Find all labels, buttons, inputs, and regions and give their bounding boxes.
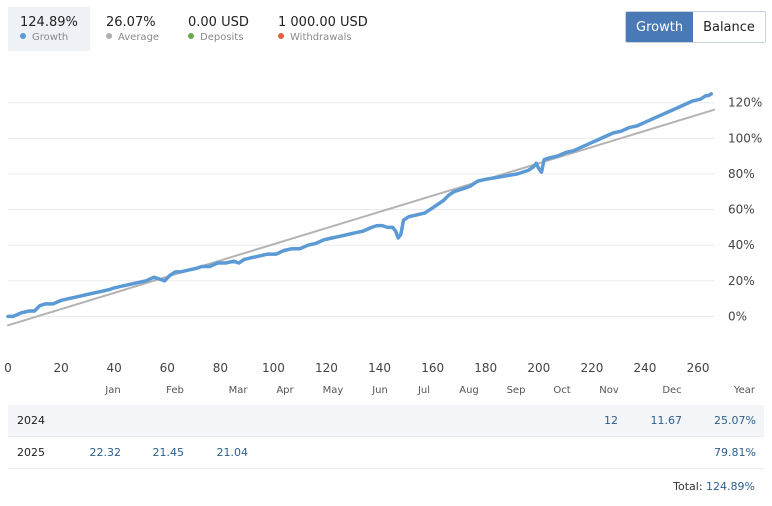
month-feb: Feb [166, 385, 184, 396]
x-tick-label: 240 [634, 361, 657, 375]
growth-dot-icon [20, 33, 26, 39]
x-tick-label: 40 [107, 361, 122, 375]
grand-total-label: Total: [673, 480, 703, 493]
stat-withdrawals[interactable]: 1 000.00 USD Withdrawals [266, 7, 380, 51]
cell-2025-jan: 22.32 [89, 446, 122, 459]
grand-total: Total: 124.89% [673, 480, 755, 493]
month-aug: Aug [459, 385, 479, 396]
stat-deposits-label: Deposits [200, 32, 244, 43]
withdrawals-dot-icon [278, 33, 284, 39]
month-sep: Sep [506, 385, 526, 396]
y-tick-label: 40% [728, 238, 755, 252]
month-apr: Apr [276, 385, 294, 396]
row-year: 2024 [17, 414, 45, 427]
table-row-2025: 2025 22.32 21.45 21.04 79.81% [8, 437, 764, 468]
cell-2024-dec: 11.67 [650, 414, 683, 427]
y-tick-label: 60% [728, 203, 755, 217]
month-year-total: Year [733, 385, 755, 396]
cell-2025-feb: 21.45 [152, 446, 185, 459]
growth-chart: 0% 20% 40% 60% 80% 100% 120% 0 20 40 60 80 100 120 140… [4, 92, 762, 375]
row-year-total: 79.81% [714, 446, 756, 459]
stat-deposits[interactable]: 0.00 USD Deposits [176, 7, 261, 51]
x-tick-label: 60 [160, 361, 175, 375]
stat-deposits-value: 0.00 USD [188, 15, 249, 30]
balance-button[interactable]: Balance [693, 12, 765, 42]
x-tick-label: 120 [315, 361, 338, 375]
growth-button[interactable]: Growth [626, 12, 694, 42]
y-tick-label: 80% [728, 167, 755, 181]
month-nov: Nov [599, 385, 619, 396]
month-jul: Jul [417, 385, 431, 396]
deposits-dot-icon [188, 33, 194, 39]
x-tick-label: 140 [368, 361, 391, 375]
stat-growth[interactable]: 124.89% Growth [8, 7, 90, 51]
row-year-total: 25.07% [714, 414, 756, 427]
month-dec: Dec [662, 385, 682, 396]
x-tick-label: 0 [4, 361, 12, 375]
cell-2025-mar: 21.04 [216, 446, 249, 459]
x-tick-label: 200 [527, 361, 550, 375]
month-may: May [322, 385, 344, 396]
y-tick-label: 20% [728, 274, 755, 288]
cell-2024-nov: 12 [604, 414, 618, 427]
average-dot-icon [106, 33, 112, 39]
x-tick-label: 220 [580, 361, 603, 375]
average-series-line [7, 108, 715, 327]
table-row-2024: 2024 12 11.67 25.07% [8, 405, 764, 436]
x-tick-label: 20 [53, 361, 68, 375]
row-divider [8, 436, 764, 437]
stat-withdrawals-value: 1 000.00 USD [278, 15, 368, 30]
stat-withdrawals-label: Withdrawals [290, 32, 352, 43]
row-divider [8, 468, 764, 469]
x-tick-label: 80 [213, 361, 228, 375]
month-mar: Mar [228, 385, 248, 396]
x-tick-label: 100 [262, 361, 285, 375]
stat-average-label: Average [118, 32, 160, 43]
view-toggle: Growth Balance [625, 11, 766, 43]
row-year: 2025 [17, 446, 45, 459]
stat-growth-value: 124.89% [20, 15, 78, 30]
y-tick-label: 120% [728, 96, 762, 110]
y-tick-label: 100% [728, 131, 762, 145]
x-tick-label: 260 [687, 361, 710, 375]
growth-series-line [6, 92, 714, 319]
stat-average-value: 26.07% [106, 15, 156, 30]
month-header: Jan Feb Mar Apr May Jun Jul Aug Sep Oct … [0, 385, 772, 399]
month-jun: Jun [372, 385, 388, 396]
x-tick-label: 160 [421, 361, 444, 375]
stat-average[interactable]: 26.07% Average [94, 7, 171, 51]
month-jan: Jan [105, 385, 121, 396]
month-oct: Oct [553, 385, 571, 396]
x-tick-label: 180 [474, 361, 497, 375]
grand-total-value: 124.89% [706, 480, 755, 493]
y-tick-label: 0% [728, 309, 747, 323]
stat-growth-label: Growth [32, 32, 69, 43]
